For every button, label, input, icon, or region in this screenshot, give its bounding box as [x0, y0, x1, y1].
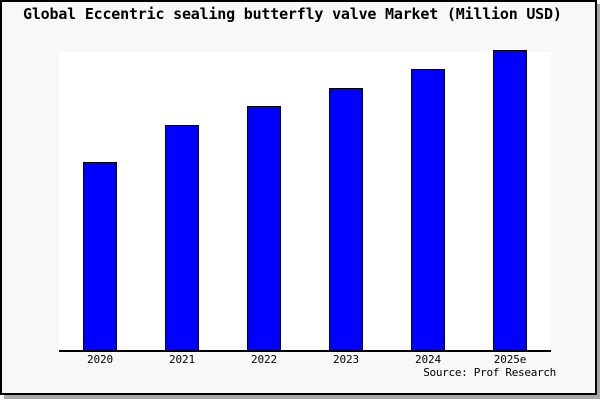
x-tick-label-2025e: 2025e	[493, 353, 527, 366]
plot-area	[59, 50, 551, 352]
x-tick-label-2023: 2023	[332, 353, 360, 366]
bar-2022	[247, 106, 281, 350]
bar-2024	[411, 69, 445, 350]
x-tick-label-2024: 2024	[414, 353, 442, 366]
x-tick-label-2022: 2022	[250, 353, 278, 366]
x-tick-label-2021: 2021	[168, 353, 196, 366]
source-note: Source: Prof Research	[423, 366, 556, 379]
bar-2025e	[493, 50, 527, 350]
x-tick-label-2020: 2020	[86, 353, 114, 366]
chart-title: Global Eccentric sealing butterfly valve…	[23, 5, 562, 23]
bar-2020	[83, 162, 117, 350]
bar-2023	[329, 88, 363, 350]
bar-2021	[165, 125, 199, 350]
